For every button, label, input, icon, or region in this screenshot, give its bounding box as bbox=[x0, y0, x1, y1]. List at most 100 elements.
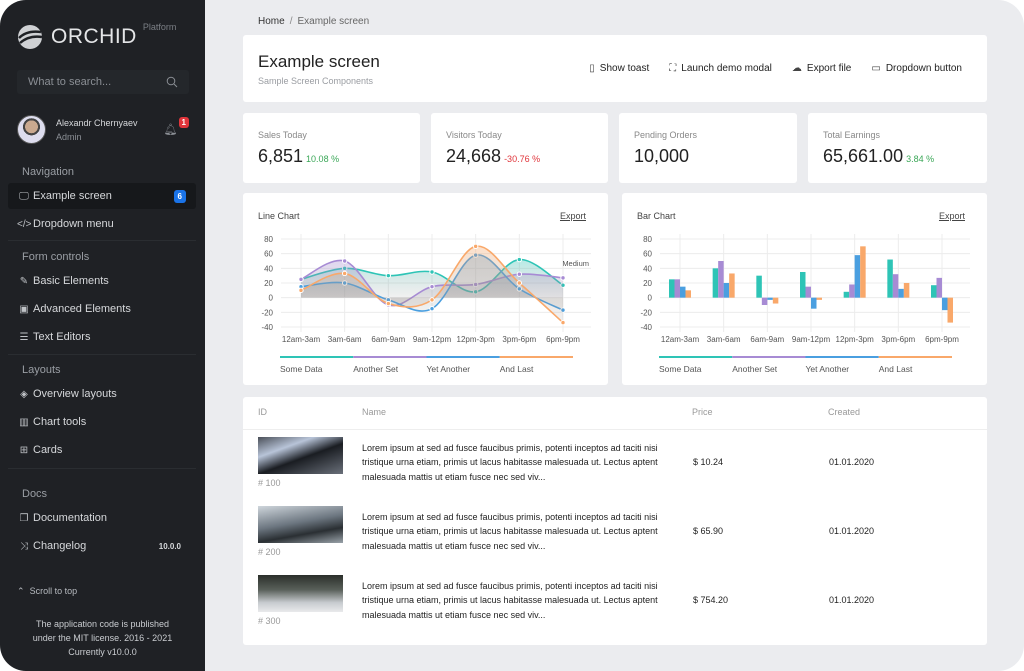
orchid-logo-icon bbox=[18, 25, 43, 49]
stat-label: Sales Today bbox=[258, 130, 307, 140]
sidebar-item-label: Advanced Elements bbox=[33, 303, 131, 315]
page-subtitle: Sample Screen Components bbox=[258, 76, 374, 86]
sidebar-item-documentation[interactable]: ❐ Documentation bbox=[8, 505, 196, 531]
table-row[interactable]: # 200 Lorem ipsum at sed ad fusce faucib… bbox=[243, 506, 987, 576]
bar bbox=[860, 246, 866, 298]
bar bbox=[756, 275, 762, 298]
bar bbox=[816, 297, 822, 300]
fullscreen-icon: ⛶ bbox=[669, 63, 677, 74]
table-row[interactable]: # 300 Lorem ipsum at sed ad fusce faucib… bbox=[243, 575, 987, 645]
row-created: 01.01.2020 bbox=[829, 526, 875, 536]
stat-value: 10,000 bbox=[634, 146, 690, 166]
breadcrumb-home[interactable]: Home bbox=[258, 16, 285, 27]
section-form-controls: Form controls bbox=[22, 251, 90, 263]
table-row[interactable]: # 100 Lorem ipsum at sed ad fusce faucib… bbox=[243, 437, 987, 507]
sidebar-item-cards[interactable]: ⊞ Cards bbox=[8, 437, 196, 463]
data-point bbox=[516, 280, 523, 286]
user-name: Alexandr Chernyaev bbox=[56, 117, 138, 128]
sidebar: ORCHID Platform What to search... Alexan… bbox=[0, 0, 205, 671]
y-tick-label: 0 bbox=[648, 294, 653, 303]
docs-icon: ❐ bbox=[19, 512, 29, 524]
page-header: Example screen Sample Screen Components … bbox=[243, 35, 987, 102]
avatar bbox=[17, 115, 46, 144]
bell-icon[interactable]: 🔔︎ bbox=[163, 124, 178, 136]
sidebar-item-advanced-elements[interactable]: ▣ Advanced Elements bbox=[8, 296, 196, 322]
clipboard-icon: ▯ bbox=[589, 63, 595, 74]
data-point bbox=[560, 275, 566, 281]
bar bbox=[931, 285, 937, 298]
sidebar-item-example-screen[interactable]: 🖵 Example screen 6 bbox=[8, 183, 196, 209]
column-header-id[interactable]: ID bbox=[258, 407, 267, 417]
series-area bbox=[301, 246, 563, 323]
show-toast-button[interactable]: ▯ Show toast bbox=[589, 63, 649, 74]
stat-change: 10.08 % bbox=[306, 154, 340, 164]
bar bbox=[680, 286, 686, 298]
bar bbox=[800, 272, 806, 298]
sidebar-item-dropdown-menu[interactable]: </> Dropdown menu bbox=[8, 211, 196, 237]
breadcrumb-current: Example screen bbox=[297, 16, 370, 27]
x-tick-label: 9am-12pm bbox=[413, 335, 452, 344]
dropdown-button[interactable]: ▭ Dropdown button bbox=[871, 63, 962, 74]
sidebar-item-chart-tools[interactable]: ▥ Chart tools bbox=[8, 409, 196, 435]
sidebar-item-basic-elements[interactable]: ✎ Basic Elements bbox=[8, 268, 196, 294]
sidebar-item-label: Chart tools bbox=[33, 416, 87, 428]
export-link[interactable]: Export bbox=[559, 211, 586, 221]
legend-item: Another Set bbox=[353, 364, 399, 374]
y-tick-label: 60 bbox=[264, 250, 273, 259]
y-tick-label: -20 bbox=[261, 308, 273, 317]
footer-line: The application code is published bbox=[35, 619, 170, 629]
row-id: # 300 bbox=[258, 616, 281, 626]
shuffle-icon: ⤨ bbox=[20, 540, 28, 552]
stat-label: Pending Orders bbox=[634, 130, 698, 140]
button-label: Export file bbox=[806, 63, 852, 74]
export-file-button[interactable]: ☁ Export file bbox=[792, 63, 851, 74]
user-profile[interactable]: Alexandr Chernyaev Admin 🔔︎ 1 bbox=[17, 115, 189, 144]
stat-change: -30.76 % bbox=[504, 154, 541, 164]
column-header-price[interactable]: Price bbox=[692, 407, 713, 417]
sidebar-item-label: Cards bbox=[33, 444, 63, 456]
x-tick-label: 12pm-3pm bbox=[836, 335, 875, 344]
row-id: # 100 bbox=[258, 478, 281, 488]
export-link[interactable]: Export bbox=[938, 211, 965, 221]
search-input[interactable]: What to search... bbox=[17, 70, 189, 94]
launch-demo-modal-button[interactable]: ⛶ Launch demo modal bbox=[669, 63, 772, 74]
row-thumbnail bbox=[258, 506, 343, 543]
cloud-download-icon: ☁ bbox=[791, 63, 802, 74]
bar bbox=[854, 255, 861, 298]
code-icon: </> bbox=[17, 218, 32, 230]
column-header-name[interactable]: Name bbox=[362, 407, 387, 417]
search-icon[interactable] bbox=[166, 76, 178, 88]
data-point bbox=[341, 270, 348, 277]
logo[interactable]: ORCHID Platform bbox=[17, 22, 176, 50]
y-tick-label: -40 bbox=[261, 323, 273, 332]
y-tick-label: 80 bbox=[643, 235, 652, 244]
sidebar-item-label: Changelog bbox=[33, 540, 87, 552]
bar bbox=[898, 288, 904, 298]
user-role: Admin bbox=[56, 131, 82, 142]
data-table: ID Name Price Created # 100 Lorem ipsum … bbox=[243, 397, 987, 645]
scroll-to-top-button[interactable]: ⌃ Scroll to top bbox=[17, 586, 77, 597]
column-header-created[interactable]: Created bbox=[828, 407, 861, 417]
bar bbox=[718, 261, 724, 298]
x-tick-label: 12am-3am bbox=[282, 335, 321, 344]
notifications-button[interactable]: 🔔︎ 1 bbox=[164, 117, 189, 136]
x-tick-label: 3am-6am bbox=[328, 335, 362, 344]
data-point bbox=[429, 305, 435, 312]
legend-item: Yet Another bbox=[427, 364, 471, 374]
data-point bbox=[429, 269, 435, 275]
briefcase-icon: ▣ bbox=[19, 303, 29, 315]
stat-value: 65,661.00 bbox=[823, 146, 904, 166]
sidebar-item-overview-layouts[interactable]: ◈ Overview layouts bbox=[8, 381, 196, 407]
layers-icon: ◈ bbox=[20, 388, 28, 400]
bar bbox=[761, 297, 768, 305]
y-tick-label: 0 bbox=[269, 294, 274, 303]
data-point bbox=[516, 271, 523, 277]
grid-icon: ⊞ bbox=[19, 444, 29, 456]
y-tick-label: 20 bbox=[264, 279, 273, 288]
x-tick-label: 12am-3am bbox=[661, 335, 700, 344]
sidebar-item-text-editors[interactable]: ☰ Text Editors bbox=[8, 324, 196, 350]
data-point bbox=[298, 276, 304, 283]
sidebar-item-changelog[interactable]: ⤨ Changelog 10.0.0 bbox=[8, 533, 196, 559]
data-point bbox=[429, 283, 435, 290]
x-tick-label: 3pm-6pm bbox=[881, 335, 915, 344]
